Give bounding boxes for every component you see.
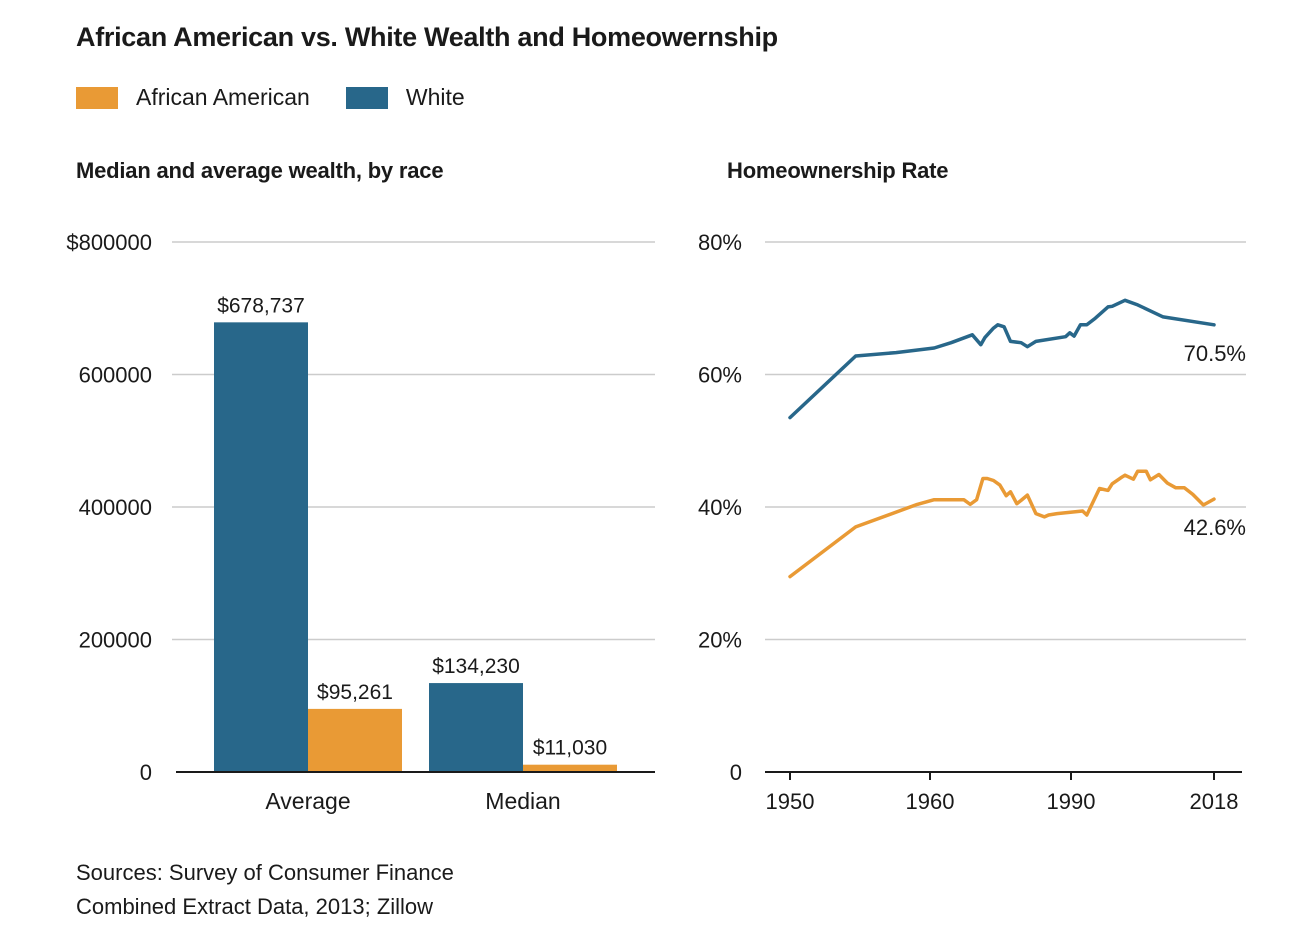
legend: African American White (76, 84, 501, 111)
line-end-label: 70.5% (1184, 341, 1246, 366)
chart-title: African American vs. White Wealth and Ho… (76, 22, 778, 52)
bar-y-tick-label: 600000 (79, 363, 152, 388)
bar-y-tick-label: 0 (140, 760, 152, 785)
bar-y-tick-label: 400000 (79, 495, 152, 520)
legend-swatch-white (345, 86, 388, 109)
source-line-1: Sources: Survey of Consumer Finance (76, 860, 454, 885)
source-note: Sources: Survey of Consumer Finance Comb… (76, 856, 454, 924)
homeownership-chart-title: Homeownership Rate (727, 158, 949, 183)
source-line-2: Combined Extract Data, 2013; Zillow (76, 894, 434, 919)
bar-white (214, 322, 308, 772)
line-end-label: 42.6% (1184, 515, 1246, 540)
bar-value-label: $678,737 (217, 294, 305, 317)
legend-swatch-african-american (76, 86, 118, 109)
bar-african-american (308, 708, 402, 772)
line-series-white (788, 298, 1216, 420)
bar-white (429, 683, 523, 772)
line-x-tick-label: 1990 (1047, 789, 1096, 814)
line-y-tick-label: 80% (698, 230, 742, 255)
bar-value-label: $11,030 (533, 737, 607, 760)
bar-value-label: $134,230 (432, 655, 520, 678)
line-y-tick-label: 20% (698, 628, 742, 653)
bar-value-label: $95,261 (317, 681, 393, 704)
line-y-tick-label: 40% (698, 495, 742, 520)
legend-label-african-american: African American (136, 84, 310, 110)
bar-y-tick-label: 200000 (79, 628, 152, 653)
bar-x-tick-label: Median (485, 788, 560, 814)
legend-item-african-american: African American (76, 84, 310, 111)
bar-y-tick-label: $800000 (66, 230, 152, 255)
line-y-tick-label: 0 (730, 760, 742, 785)
legend-label-white: White (405, 84, 465, 110)
legend-item-white: White (345, 84, 465, 111)
line-x-tick-label: 1950 (766, 789, 815, 814)
wealth-chart-title: Median and average wealth, by race (76, 158, 444, 183)
bar-african-american (523, 764, 617, 772)
line-series-african-american (788, 469, 1216, 579)
line-y-tick-label: 60% (698, 363, 742, 388)
line-x-tick-label: 1960 (906, 789, 955, 814)
line-x-tick-label: 2018 (1190, 789, 1239, 814)
bar-x-tick-label: Average (265, 788, 350, 814)
